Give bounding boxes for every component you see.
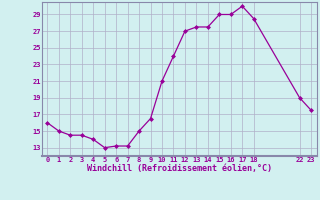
X-axis label: Windchill (Refroidissement éolien,°C): Windchill (Refroidissement éolien,°C)	[87, 164, 272, 173]
